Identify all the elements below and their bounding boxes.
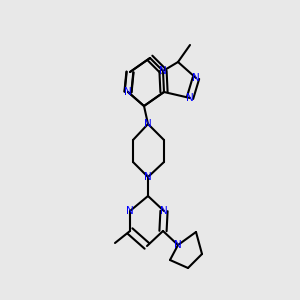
- Text: N: N: [192, 73, 200, 83]
- Text: N: N: [144, 119, 152, 129]
- Text: N: N: [126, 206, 134, 216]
- Text: N: N: [124, 87, 132, 97]
- Text: N: N: [144, 172, 152, 182]
- Text: N: N: [174, 240, 182, 250]
- Text: N: N: [160, 206, 168, 216]
- Text: N: N: [159, 66, 167, 76]
- Text: N: N: [186, 93, 194, 103]
